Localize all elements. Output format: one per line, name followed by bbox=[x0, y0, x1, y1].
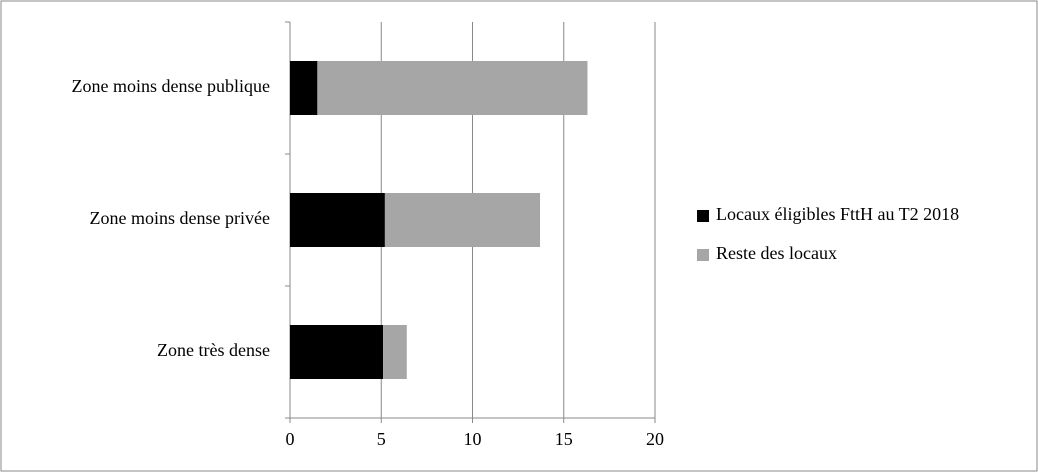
x-tick-label: 0 bbox=[286, 429, 295, 449]
bar-segment bbox=[290, 193, 385, 247]
x-tick-label: 10 bbox=[464, 429, 482, 449]
bar-segment bbox=[290, 61, 318, 115]
x-tick-label: 5 bbox=[377, 429, 386, 449]
y-tick-label: Zone moins dense privée bbox=[90, 208, 270, 228]
bar-segment bbox=[290, 325, 384, 379]
x-tick-label: 15 bbox=[555, 429, 573, 449]
y-tick-label: Zone moins dense publique bbox=[72, 76, 270, 96]
legend-swatch bbox=[697, 249, 709, 261]
bar-segment bbox=[384, 193, 541, 247]
x-tick-label: 20 bbox=[646, 429, 664, 449]
bar-segment bbox=[383, 325, 407, 379]
legend-label: Reste des locaux bbox=[716, 243, 837, 263]
bar-segment bbox=[317, 61, 588, 115]
y-tick-label: Zone très dense bbox=[157, 340, 270, 360]
legend-label: Locaux éligibles FttH au T2 2018 bbox=[716, 204, 959, 224]
legend-swatch bbox=[697, 210, 709, 222]
